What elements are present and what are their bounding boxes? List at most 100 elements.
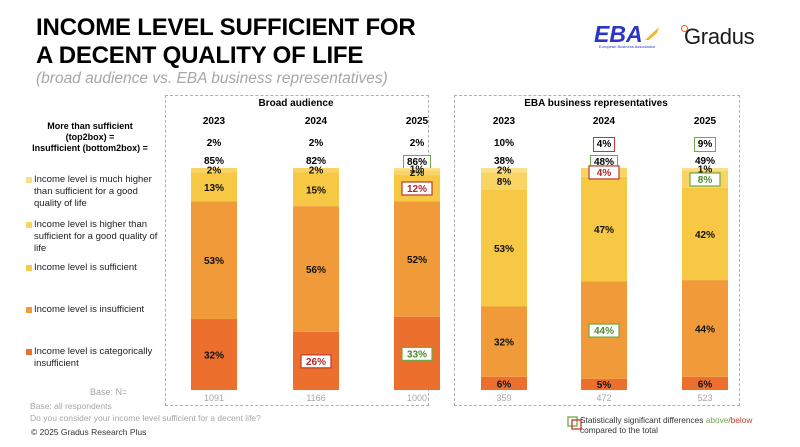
- bar-segment: [293, 172, 339, 207]
- gradus-logo-ring-icon: [681, 25, 688, 32]
- year-label: 2024: [592, 116, 616, 127]
- bar-segment: [682, 187, 728, 281]
- bar-value-label: 32%: [204, 350, 224, 361]
- base-n-value: 1000: [407, 393, 427, 403]
- bar-segment: [682, 376, 728, 390]
- bar-value-label: 42%: [695, 230, 715, 241]
- top2box-value-text: 4%: [592, 137, 616, 152]
- title-line-1: INCOME LEVEL SUFFICIENT FOR: [36, 14, 416, 41]
- bottom2box-value: 49%: [675, 155, 735, 168]
- bar-value-label: 8%: [497, 177, 512, 188]
- bar-segment: [481, 172, 527, 190]
- significance-box: [401, 346, 433, 361]
- bar-segment: [394, 201, 440, 317]
- legend-swatch-icon: [26, 177, 32, 183]
- bar-segment: [481, 306, 527, 377]
- gradus-logo-text: Gradus: [684, 24, 755, 49]
- bar-segment: [481, 189, 527, 307]
- legend-label: Income level is much higher than suffici…: [34, 174, 152, 209]
- significance-box: [588, 165, 620, 180]
- question-text: Do you consider your income level suffic…: [30, 413, 261, 423]
- bar-segment: [682, 168, 728, 171]
- eba-logo-swoosh: [645, 27, 659, 40]
- top2box-value-text: 2%: [308, 138, 324, 149]
- year-label: 2025: [693, 116, 717, 127]
- eba-logo-text: EBA: [594, 22, 643, 47]
- legend-label: Income level is categorically insufficie…: [34, 346, 153, 369]
- bar-value-label: 2%: [497, 166, 512, 177]
- legend-swatch-icon: [26, 265, 32, 271]
- bar-segment: [394, 168, 440, 171]
- bar-value-label: 4%: [597, 168, 612, 179]
- year-label: 2023: [202, 116, 226, 127]
- bar-value-label: 33%: [407, 349, 427, 360]
- bar-value-label: 52%: [407, 255, 427, 266]
- sig-suffix: compared to the total: [580, 425, 658, 435]
- base-n-value: 1166: [306, 393, 325, 403]
- bar-value-label: 12%: [407, 184, 427, 195]
- eba-logo: EBA European Business Association: [593, 21, 668, 50]
- bar-segment: [394, 170, 440, 175]
- bar-segment: [581, 378, 627, 390]
- bar-segment: [682, 280, 728, 377]
- base-n-value: 472: [596, 393, 611, 403]
- legend-label: Income level is sufficient: [34, 262, 137, 273]
- top2box-value-text: 10%: [493, 138, 514, 149]
- legend-swatch-icon: [26, 307, 32, 313]
- top2box-value-text: 2%: [409, 138, 425, 149]
- bottom2box-value: 85%: [184, 155, 244, 168]
- base-n-value: 523: [697, 393, 712, 403]
- bar-value-label: 15%: [306, 185, 326, 196]
- significance-note: Statistically significant differences ab…: [580, 415, 752, 435]
- top2box-value-text: 9%: [693, 137, 717, 152]
- bar-segment: [293, 206, 339, 332]
- significance-box: [588, 323, 620, 338]
- bar-segment: [191, 172, 237, 202]
- bar-value-label: 32%: [494, 338, 514, 349]
- title-line-2: A DECENT QUALITY OF LIFE: [36, 42, 364, 69]
- significance-icon: [567, 416, 582, 430]
- bar-value-label: 5%: [597, 380, 612, 391]
- top2box-row-label: More than sufficient (top2box) =: [47, 121, 133, 142]
- top2box-value: 10%: [474, 137, 534, 150]
- bar-value-label: 8%: [698, 175, 713, 186]
- top2box-value: 2%: [184, 137, 244, 150]
- legend-label: Income level is insufficient: [34, 304, 145, 315]
- bar-value-label: 53%: [494, 244, 514, 255]
- bar-segment: [293, 168, 339, 173]
- bottom2box-value-text: 49%: [694, 156, 715, 167]
- bar-value-label: 47%: [594, 225, 614, 236]
- bar-value-label: 2%: [410, 168, 425, 179]
- top2box-value: 9%: [675, 137, 735, 152]
- significance-box: [300, 354, 332, 369]
- sig-above: above: [705, 415, 729, 425]
- sig-below: below: [730, 415, 753, 425]
- bar-segment: [581, 176, 627, 282]
- bottom2box-value-text: 85%: [203, 156, 224, 167]
- year-label: 2025: [405, 116, 429, 127]
- bar-value-label: 1%: [410, 165, 425, 176]
- bar-value-label: 44%: [695, 324, 715, 335]
- bar-value-label: 2%: [309, 166, 324, 177]
- significance-box: [401, 181, 433, 196]
- bottom2box-value: 38%: [474, 155, 534, 168]
- base-n-label: Base: N=: [90, 387, 128, 397]
- panel-title-broad: Broad audience: [258, 98, 334, 109]
- bottom2box-row-label: Insufficient (bottom2box) =: [32, 143, 148, 153]
- sig-slash: /: [728, 415, 731, 425]
- sig-prefix: Statistically significant differences: [580, 415, 706, 425]
- bar-value-label: 26%: [306, 357, 326, 368]
- bar-value-label: 6%: [698, 379, 713, 390]
- year-label: 2023: [492, 116, 516, 127]
- top2box-value-text: 2%: [206, 138, 222, 149]
- chart-subtitle: (broad audience vs. EBA business represe…: [36, 70, 388, 87]
- top2box-value: 2%: [387, 137, 447, 150]
- bottom2box-value: 82%: [286, 155, 346, 168]
- base-note: Base: all respondents: [30, 401, 112, 411]
- top2box-value: 4%: [574, 137, 634, 152]
- bar-value-label: 2%: [207, 166, 222, 177]
- eba-logo-mark: EBA European Business Association: [594, 21, 659, 49]
- significance-box: [689, 172, 721, 187]
- panel-eba-representatives: [454, 95, 740, 406]
